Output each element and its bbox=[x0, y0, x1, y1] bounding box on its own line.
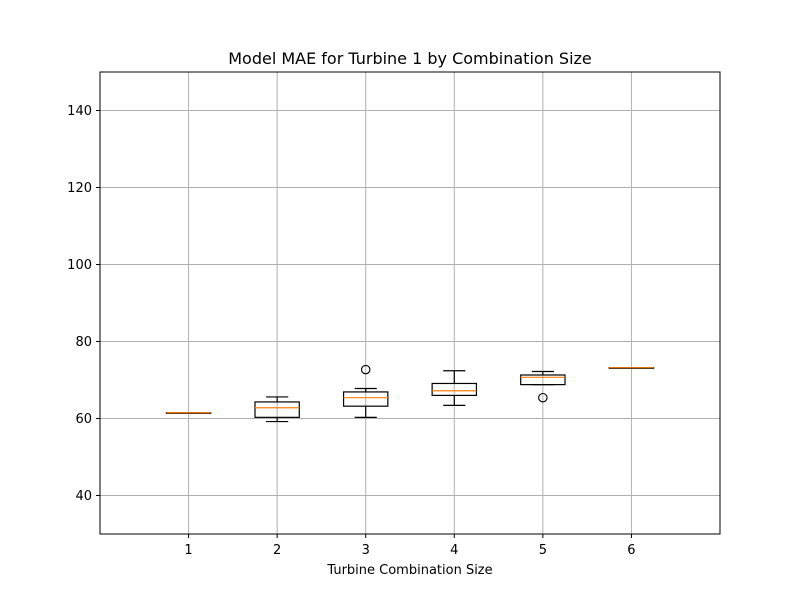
y-tick-label: 100 bbox=[67, 258, 92, 273]
iqr-box bbox=[431, 382, 478, 396]
chart-title: Model MAE for Turbine 1 by Combination S… bbox=[228, 49, 592, 68]
ticks: 40 60 80 100 120 140 1 2 3 4 5 6 bbox=[67, 104, 635, 558]
box-5 bbox=[520, 370, 566, 403]
iqr-box bbox=[520, 374, 566, 386]
box-2 bbox=[254, 396, 300, 423]
x-tick-label: 3 bbox=[362, 543, 370, 558]
x-tick-label: 2 bbox=[273, 543, 281, 558]
box-3 bbox=[342, 364, 389, 418]
iqr-box bbox=[342, 391, 389, 407]
y-tick-label: 40 bbox=[75, 489, 92, 504]
plot-frame bbox=[99, 71, 721, 535]
y-tick-label: 80 bbox=[75, 335, 92, 350]
y-tick-label: 120 bbox=[67, 181, 92, 196]
y-tick-label: 140 bbox=[67, 104, 92, 119]
x-tick-label: 4 bbox=[450, 543, 458, 558]
boxes bbox=[165, 364, 655, 423]
box-1 bbox=[165, 412, 212, 414]
box-4 bbox=[431, 370, 478, 407]
outlier-point bbox=[360, 364, 371, 375]
y-tick-label: 60 bbox=[75, 412, 92, 427]
x-tick-label: 6 bbox=[627, 543, 635, 558]
x-axis-label: Turbine Combination Size bbox=[326, 563, 492, 578]
box-6 bbox=[608, 367, 655, 369]
outlier-point bbox=[538, 392, 548, 403]
x-tick-label: 1 bbox=[184, 543, 192, 558]
grid bbox=[100, 72, 720, 534]
x-tick-label: 5 bbox=[539, 543, 547, 558]
iqr-box bbox=[254, 401, 300, 418]
